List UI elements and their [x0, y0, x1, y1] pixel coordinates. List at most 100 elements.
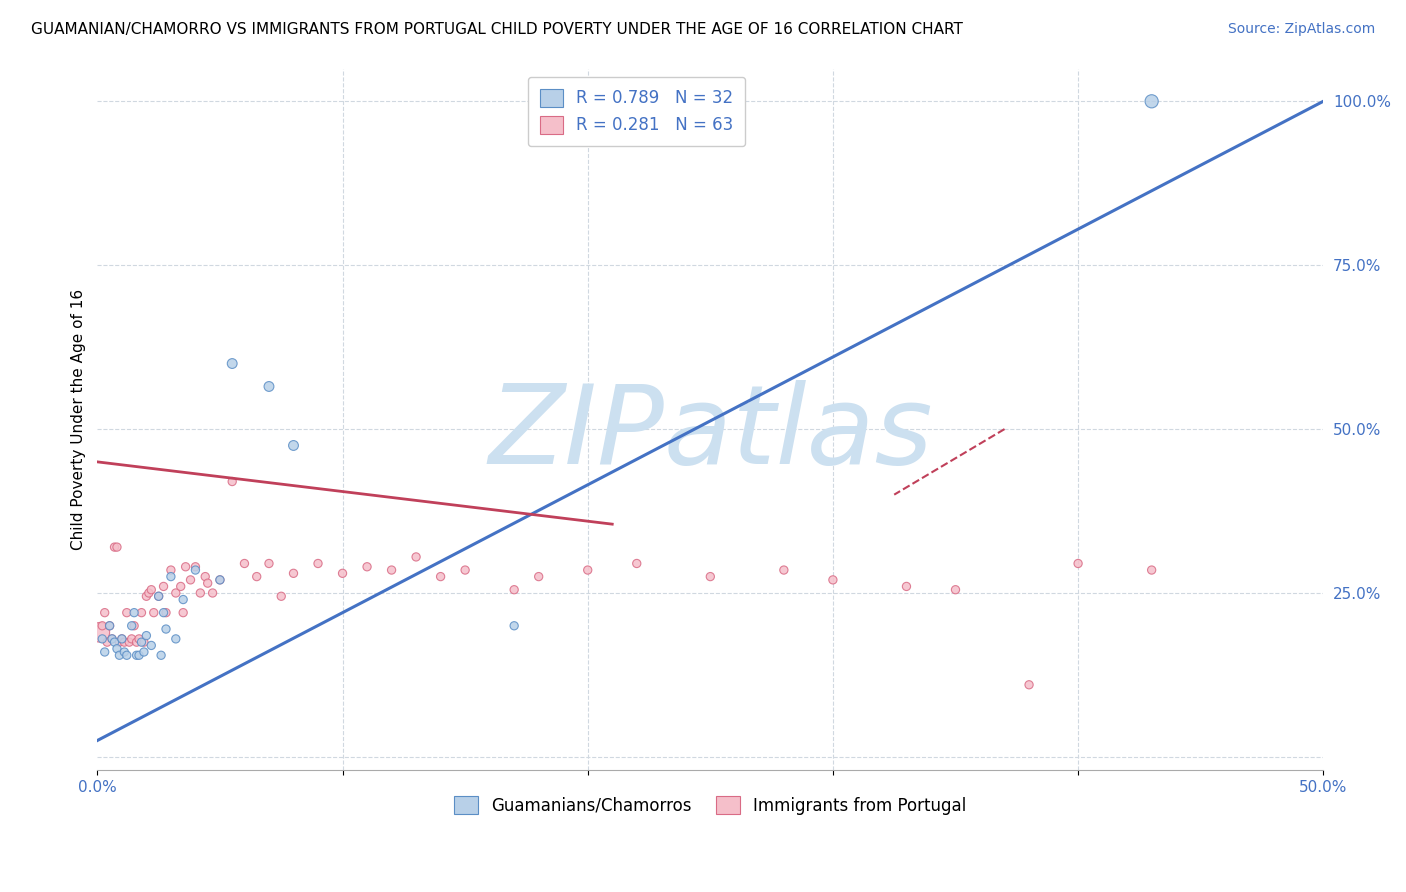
Point — [307, 557, 329, 571]
Point — [174, 559, 197, 574]
Point — [128, 648, 150, 663]
Point — [103, 540, 125, 554]
Text: ZIPatlas: ZIPatlas — [488, 380, 932, 487]
Point — [131, 635, 153, 649]
Point — [180, 573, 202, 587]
Point — [141, 582, 163, 597]
Point — [233, 557, 256, 571]
Point — [821, 573, 844, 587]
Text: Source: ZipAtlas.com: Source: ZipAtlas.com — [1227, 22, 1375, 37]
Point — [101, 632, 124, 646]
Point — [132, 645, 155, 659]
Point — [118, 635, 141, 649]
Point — [148, 589, 170, 603]
Point — [188, 586, 211, 600]
Point — [128, 632, 150, 646]
Point — [405, 549, 427, 564]
Point — [208, 573, 231, 587]
Point — [93, 606, 115, 620]
Point — [201, 586, 224, 600]
Point — [160, 563, 183, 577]
Point — [194, 569, 217, 583]
Point — [356, 559, 378, 574]
Point — [135, 589, 157, 603]
Point — [1140, 563, 1163, 577]
Point — [503, 582, 526, 597]
Point — [184, 563, 207, 577]
Point — [172, 606, 194, 620]
Point — [98, 619, 121, 633]
Point — [148, 589, 170, 603]
Point — [283, 566, 305, 581]
Point — [135, 629, 157, 643]
Point — [527, 569, 550, 583]
Point — [122, 606, 145, 620]
Point — [152, 606, 174, 620]
Y-axis label: Child Poverty Under the Age of 16: Child Poverty Under the Age of 16 — [72, 289, 86, 549]
Point — [165, 586, 187, 600]
Point — [98, 619, 121, 633]
Point — [155, 622, 177, 636]
Point — [246, 569, 269, 583]
Point — [115, 648, 138, 663]
Point — [283, 438, 305, 452]
Point — [108, 635, 131, 649]
Point — [115, 606, 138, 620]
Point — [270, 589, 292, 603]
Point — [454, 563, 477, 577]
Point — [125, 635, 148, 649]
Point — [576, 563, 599, 577]
Text: GUAMANIAN/CHAMORRO VS IMMIGRANTS FROM PORTUGAL CHILD POVERTY UNDER THE AGE OF 16: GUAMANIAN/CHAMORRO VS IMMIGRANTS FROM PO… — [31, 22, 963, 37]
Point — [91, 619, 114, 633]
Point — [945, 582, 967, 597]
Point — [150, 648, 173, 663]
Point — [105, 641, 128, 656]
Point — [138, 586, 160, 600]
Point — [429, 569, 451, 583]
Point — [108, 648, 131, 663]
Point — [112, 635, 135, 649]
Point — [184, 559, 207, 574]
Point — [1018, 678, 1040, 692]
Point — [1140, 95, 1163, 109]
Point — [503, 619, 526, 633]
Point — [699, 569, 721, 583]
Point — [93, 645, 115, 659]
Point — [208, 573, 231, 587]
Point — [103, 635, 125, 649]
Point — [381, 563, 404, 577]
Point — [626, 557, 648, 571]
Point — [197, 576, 219, 591]
Point — [165, 632, 187, 646]
Point — [172, 592, 194, 607]
Point — [257, 557, 280, 571]
Point — [122, 619, 145, 633]
Point — [773, 563, 796, 577]
Point — [332, 566, 354, 581]
Point — [160, 569, 183, 583]
Point — [142, 606, 165, 620]
Point — [101, 632, 124, 646]
Point — [132, 635, 155, 649]
Point — [257, 379, 280, 393]
Legend: Guamanians/Chamorros, Immigrants from Portugal: Guamanians/Chamorros, Immigrants from Po… — [444, 786, 976, 825]
Point — [152, 579, 174, 593]
Point — [121, 632, 143, 646]
Point — [121, 619, 143, 633]
Point — [125, 648, 148, 663]
Point — [96, 635, 118, 649]
Point — [170, 579, 193, 593]
Point — [131, 606, 153, 620]
Point — [221, 357, 243, 371]
Point — [111, 632, 134, 646]
Point — [1067, 557, 1090, 571]
Point — [141, 639, 163, 653]
Point — [91, 632, 114, 646]
Point — [105, 540, 128, 554]
Point — [89, 625, 111, 640]
Point — [221, 475, 243, 489]
Point — [111, 632, 134, 646]
Point — [155, 606, 177, 620]
Point — [112, 645, 135, 659]
Point — [896, 579, 918, 593]
